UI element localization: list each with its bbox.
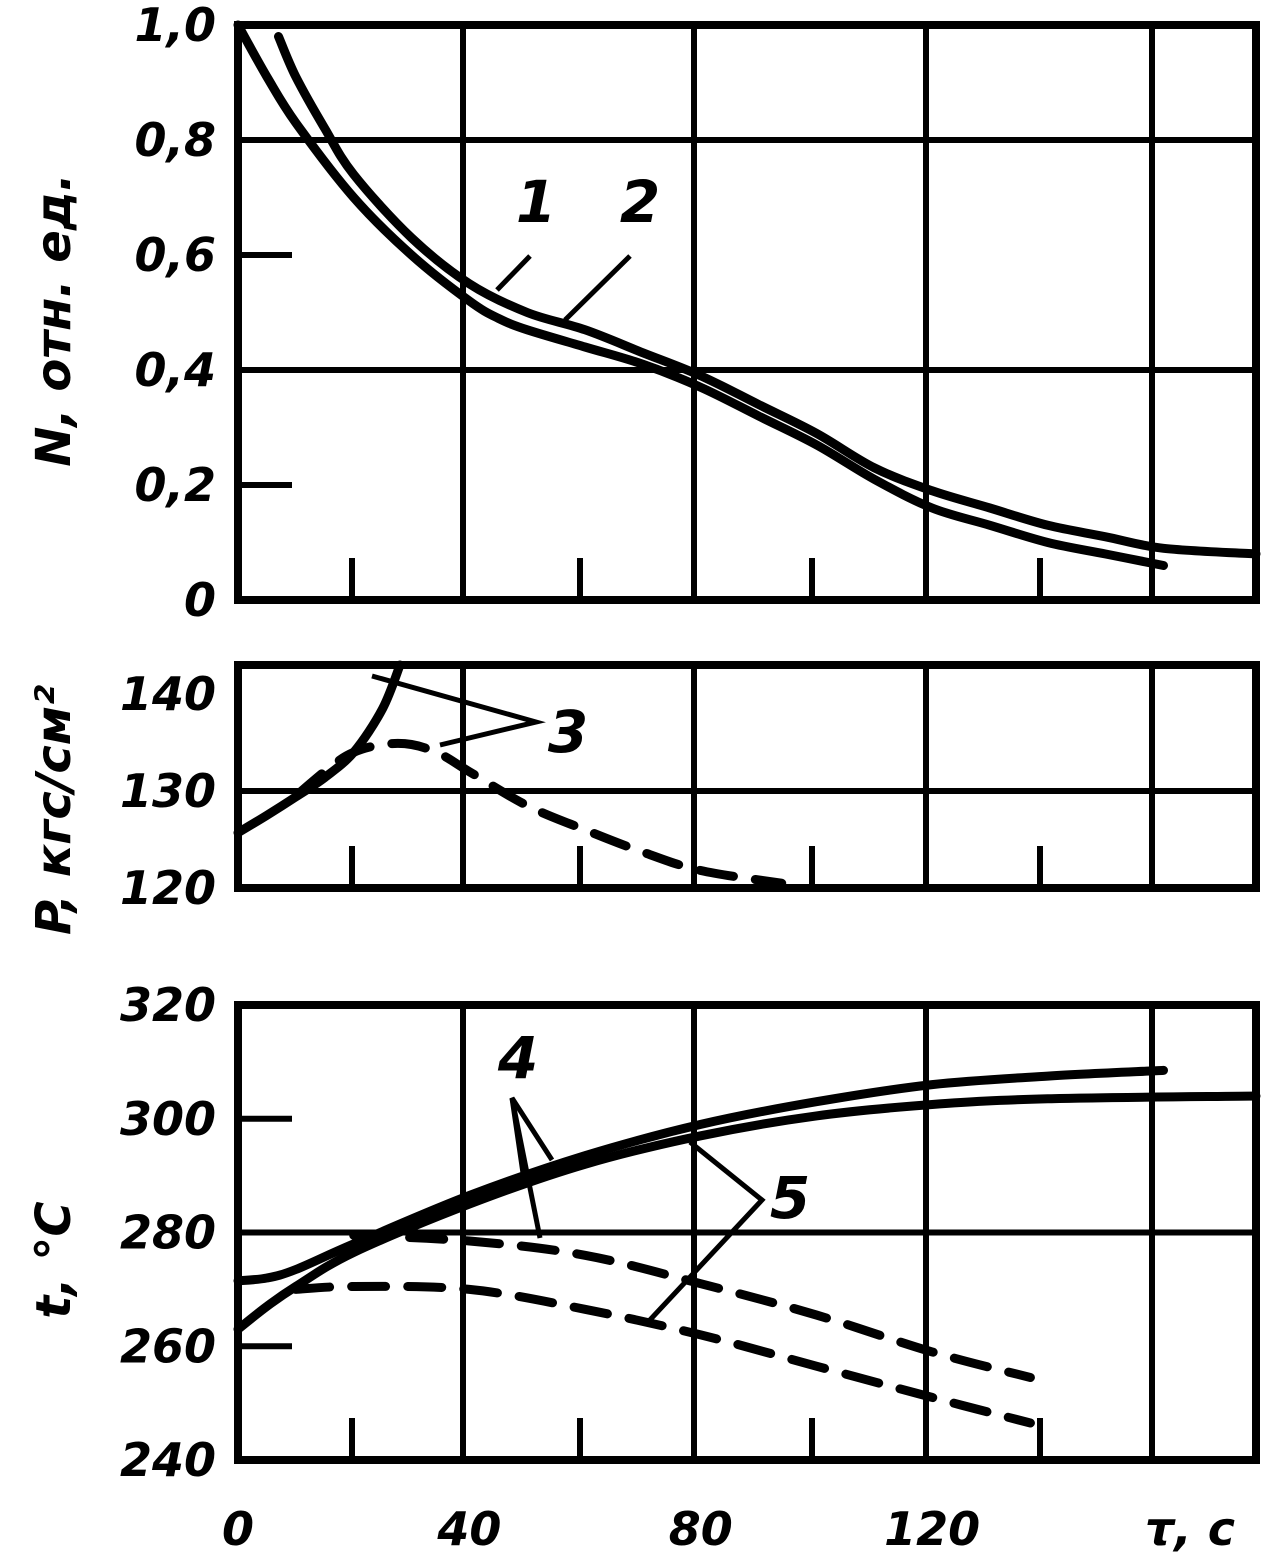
- p-panel: 120 130 140 P, кгс/см²: [26, 660, 1260, 935]
- y-tick-label: 130: [120, 764, 216, 818]
- y-tick-label: 240: [120, 1433, 216, 1487]
- x-tick-label: 0: [222, 1502, 254, 1556]
- x-tick-label: 80: [669, 1502, 733, 1556]
- leader-line-4b: [509, 1097, 543, 1239]
- n-panel: 0 0,2 0,4 0,6 0,8 1,0 N, отн. ед.: [26, 0, 1261, 627]
- curve-label-1: 1: [516, 168, 556, 236]
- y-axis-title: t, °С: [26, 1201, 82, 1318]
- panel-frame: [234, 21, 1260, 604]
- y-tick-label: 1,0: [135, 0, 217, 52]
- t-panel: 240 260 280 300 320 0 40 80 120 τ, с t, °С: [26, 978, 1261, 1556]
- curve-annotations: 1 2 3 4 5: [371, 168, 810, 1324]
- series-line-4-solid: [233, 1065, 1168, 1286]
- y-tick-label: 120: [120, 861, 216, 915]
- y-tick-label: 300: [120, 1092, 216, 1146]
- y-tick-label: 0,6: [135, 228, 217, 282]
- series-line-5-dashed: [291, 1281, 1035, 1428]
- curve-label-3: 3: [548, 698, 588, 766]
- y-tick-label: 0,4: [135, 343, 217, 397]
- leader-line-1: [495, 254, 532, 292]
- y-tick-label: 260: [120, 1319, 216, 1373]
- x-axis-title: τ, с: [1145, 1502, 1235, 1556]
- y-tick-label: 0,8: [135, 113, 217, 167]
- leader-line-2: [563, 254, 632, 322]
- series-line-1-solid: [233, 20, 1168, 570]
- panel-frame: [234, 661, 1260, 892]
- y-tick-label: 280: [120, 1206, 216, 1260]
- leader-line-4: [509, 1096, 555, 1181]
- y-axis-title: P, кгс/см²: [26, 685, 82, 935]
- x-tick-label: 120: [884, 1502, 980, 1556]
- series-line-3-dashed: [291, 738, 787, 888]
- series-line-3-solid: [233, 660, 405, 838]
- y-tick-label: 140: [120, 667, 216, 721]
- x-tick-label: 40: [436, 1502, 501, 1556]
- leader-line-3: [371, 673, 546, 748]
- y-axis-title: N, отн. ед.: [26, 173, 82, 467]
- y-tick-label: 320: [120, 978, 216, 1032]
- y-tick-label: 0,2: [135, 458, 217, 512]
- y-tick-label: 0: [184, 573, 216, 627]
- curve-label-4: 4: [497, 1024, 538, 1092]
- series-line-2-solid: [274, 32, 1261, 559]
- leader-line-5: [646, 1140, 766, 1324]
- series-line-4-dashed: [349, 1230, 1035, 1382]
- curve-label-2: 2: [620, 168, 660, 236]
- curve-label-5: 5: [770, 1164, 810, 1232]
